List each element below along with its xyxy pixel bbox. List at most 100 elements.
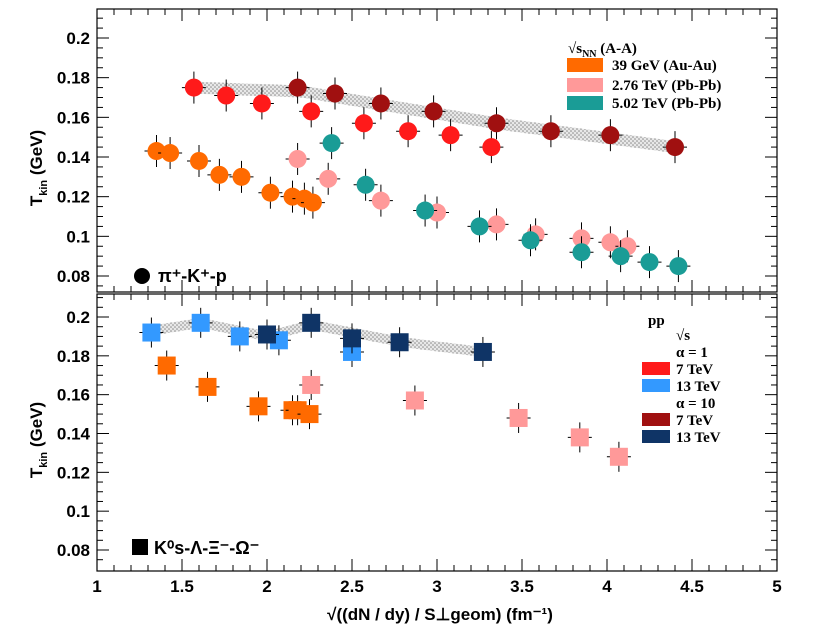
x-tick-label: 4.5 — [680, 577, 704, 596]
bottom-legend-sub: √s — [676, 328, 690, 344]
y-tick-label: 0.16 — [57, 386, 90, 405]
y-tick-label: 0.2 — [66, 308, 90, 327]
legend-label-276tev: 2.76 TeV (Pb-Pb) — [612, 78, 721, 94]
y-tick-label: 0.1 — [66, 227, 90, 246]
panel-bottom-label: K⁰s-Λ-Ξ⁻-Ω⁻ — [154, 538, 259, 558]
data-point — [210, 165, 229, 184]
data-point — [161, 144, 180, 163]
legend-swatch-7tev-a1 — [642, 362, 670, 375]
data-point — [666, 138, 684, 157]
data-point — [356, 175, 375, 194]
data-point — [611, 247, 630, 266]
x-tick-label: 1 — [92, 577, 101, 596]
bottom-y-axis-title: Tkin (GeV) — [27, 402, 50, 478]
legend-swatch-7tev-a10 — [642, 413, 670, 426]
x-tick-label: 3 — [432, 577, 441, 596]
x-tick-label: 2 — [262, 577, 271, 596]
x-tick-label: 5 — [772, 577, 781, 596]
data-point — [322, 134, 341, 153]
bottom-data-points — [139, 307, 631, 472]
data-point — [390, 333, 409, 352]
trend-bands — [151, 81, 675, 357]
data-point — [669, 257, 688, 276]
data-point — [371, 191, 390, 210]
data-point — [570, 428, 589, 447]
y-tick-label: 0.16 — [57, 108, 90, 127]
x-ticks: 1 1.5 2 2.5 3 3.5 4 4.5 5 — [92, 9, 782, 596]
data-point — [371, 94, 390, 113]
data-point — [147, 142, 166, 161]
data-point — [424, 102, 443, 121]
data-point — [302, 102, 321, 121]
legend-swatch-276tev — [567, 78, 603, 92]
data-point — [252, 94, 271, 113]
legend-label-7tev-a10: 7 TeV — [676, 413, 713, 429]
bottom-legend: pp √s α = 1 7 TeV 13 TeV α = 10 7 TeV 13… — [642, 313, 721, 446]
legend-label-13tev-a1: 13 TeV — [676, 379, 721, 395]
y-tick-label: 0.08 — [57, 267, 90, 286]
data-point — [640, 253, 659, 272]
x-axis-title: √((dN / dy) / S⊥geom) (fm⁻¹) — [327, 605, 553, 624]
data-point — [509, 408, 528, 427]
legend-label-7tev-a1: 7 TeV — [676, 362, 713, 378]
data-point — [191, 313, 210, 332]
data-point — [198, 377, 217, 396]
data-point — [441, 126, 460, 145]
bottom-y-ticks: 0.08 0.1 0.12 0.14 0.16 0.18 0.2 — [57, 297, 777, 561]
data-point — [609, 447, 628, 466]
data-point — [232, 167, 251, 186]
data-point — [190, 151, 208, 170]
data-point — [343, 329, 361, 348]
legend-alpha1: α = 1 — [676, 345, 708, 361]
data-point — [601, 126, 620, 145]
data-point — [470, 217, 489, 236]
legend-label-502tev: 5.02 TeV (Pb-Pb) — [612, 96, 721, 112]
data-point — [184, 78, 203, 97]
y-tick-label: 0.12 — [57, 188, 90, 207]
panel-top-label: π⁺-K⁺-p — [158, 266, 227, 286]
legend-swatch-39gev — [567, 58, 603, 72]
data-point — [288, 78, 307, 97]
x-tick-label: 1.5 — [170, 577, 194, 596]
y-tick-label: 0.2 — [66, 29, 90, 48]
data-point — [319, 169, 338, 188]
data-point — [230, 327, 249, 346]
panel-top-marker — [134, 268, 150, 284]
data-point — [300, 405, 319, 424]
data-point — [157, 356, 176, 375]
data-point — [487, 114, 506, 133]
y-tick-label: 0.14 — [57, 425, 91, 444]
data-point — [261, 183, 280, 202]
top-y-ticks: 0.08 0.1 0.12 0.14 0.16 0.18 0.2 — [57, 17, 777, 287]
data-point — [303, 193, 322, 212]
data-point — [405, 391, 424, 410]
y-tick-label: 0.18 — [57, 347, 90, 366]
x-tick-label: 3.5 — [510, 577, 534, 596]
data-point — [521, 231, 540, 250]
top-legend-header: √sNN (A-A) — [568, 41, 637, 60]
x-tick-label: 4 — [602, 577, 612, 596]
data-point — [416, 201, 435, 220]
y-tick-label: 0.1 — [66, 502, 90, 521]
data-point — [302, 375, 321, 394]
y-tick-label: 0.14 — [57, 148, 91, 167]
legend-label-39gev: 39 GeV (Au-Au) — [612, 58, 717, 74]
data-point — [326, 84, 344, 103]
x-tick-label: 2.5 — [340, 577, 364, 596]
data-point — [473, 342, 492, 361]
data-point — [249, 397, 268, 416]
legend-swatch-13tev-a10 — [642, 430, 670, 443]
data-point — [142, 323, 161, 342]
data-point — [541, 122, 560, 141]
top-data-points — [144, 71, 691, 283]
panel-bottom-marker — [132, 539, 148, 555]
y-tick-label: 0.08 — [57, 541, 90, 560]
bottom-panel-frame — [96, 293, 778, 572]
legend-alpha10: α = 10 — [676, 396, 715, 412]
data-point — [258, 325, 276, 344]
y-tick-label: 0.18 — [57, 69, 90, 88]
data-point — [302, 313, 321, 332]
legend-swatch-13tev-a1 — [642, 379, 670, 392]
bottom-legend-header: pp — [648, 313, 665, 329]
